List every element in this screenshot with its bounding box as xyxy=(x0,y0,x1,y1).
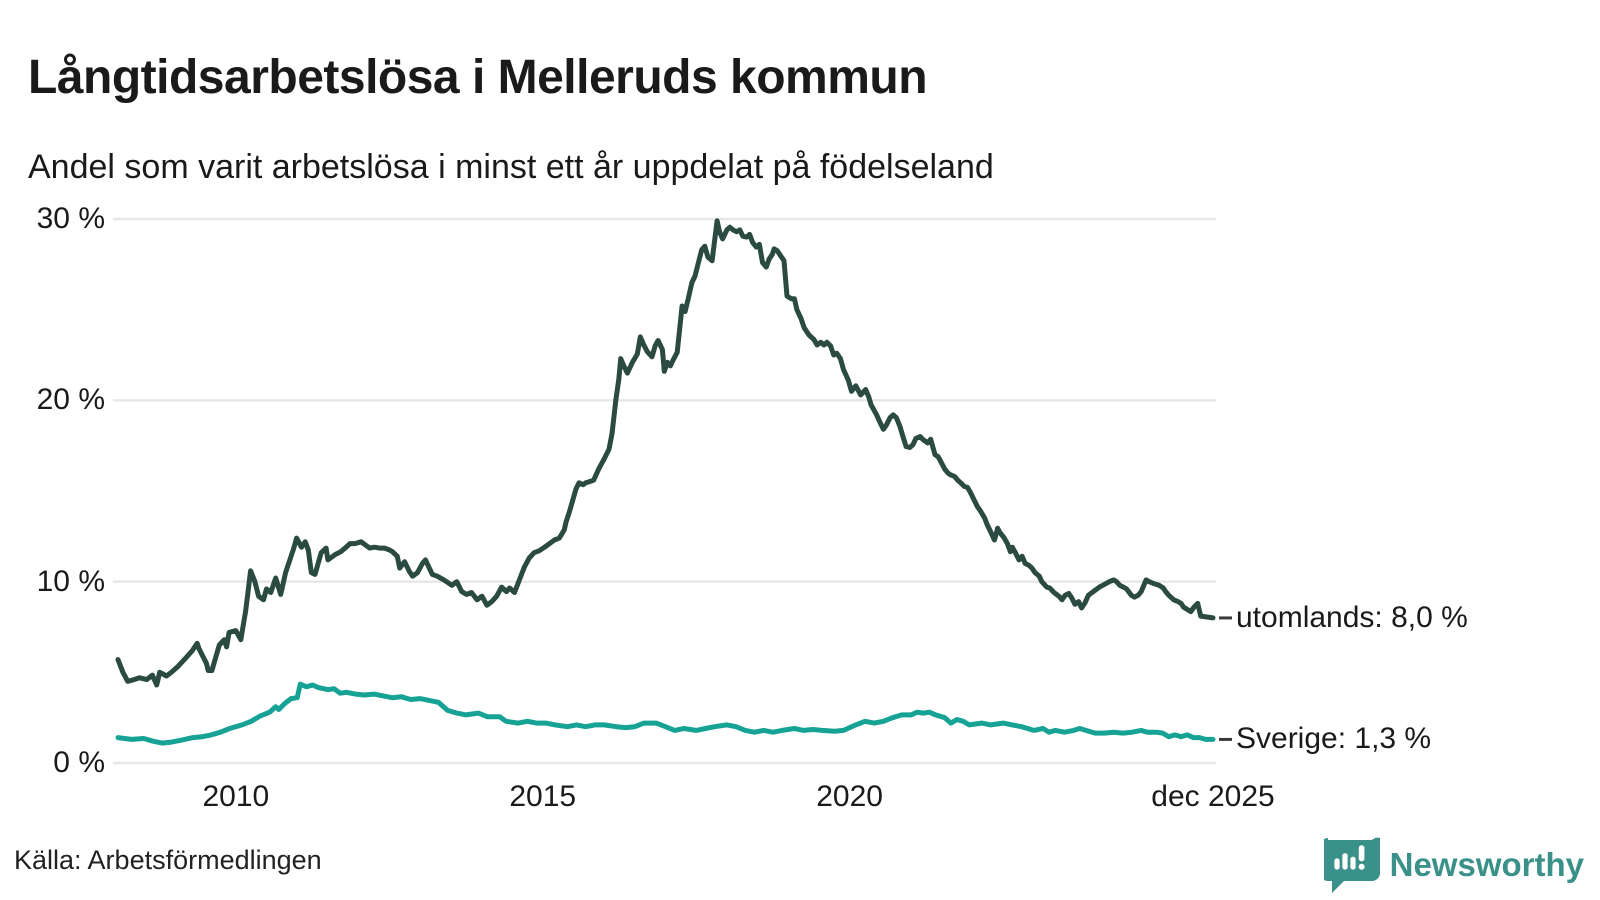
end-label-dashes xyxy=(1219,616,1232,741)
source-note: Källa: Arbetsförmedlingen xyxy=(14,845,322,875)
logo-bar-3 xyxy=(1350,856,1356,870)
x-tick-label-dec-2025: dec 2025 xyxy=(1151,780,1275,813)
newsworthy-branding: Newsworthy xyxy=(1319,836,1584,894)
newsworthy-logo-icon xyxy=(1319,836,1380,894)
logo-exclamation-dot xyxy=(1358,863,1365,870)
series-line-utomlands xyxy=(115,218,1216,688)
newsworthy-wordmark: Newsworthy xyxy=(1389,846,1584,883)
page-subtitle: Andel som varit arbetslösa i minst ett å… xyxy=(28,148,994,186)
x-tick-label-2010: 2010 xyxy=(202,780,270,813)
series-lines xyxy=(115,218,1216,746)
series-line-sverige xyxy=(115,681,1216,746)
y-tick-label-10: 10 % xyxy=(36,564,105,598)
logo-bar-2 xyxy=(1342,853,1348,870)
series-end-label-sverige: Sverige: 1,3 % xyxy=(1236,722,1432,756)
y-tick-label-0: 0 % xyxy=(53,746,105,779)
x-tick-label-2015: 2015 xyxy=(509,780,577,813)
series-end-label-utomlands: utomlands: 8,0 % xyxy=(1236,600,1468,634)
gridlines xyxy=(113,217,1216,765)
x-tick-label-2020: 2020 xyxy=(816,780,883,813)
y-tick-label-20: 20 % xyxy=(36,383,105,417)
logo-exclamation-stem xyxy=(1358,845,1365,862)
y-tick-label-30: 30 % xyxy=(36,202,105,235)
page-title: Långtidsarbetslösa i Melleruds kommun xyxy=(28,51,928,105)
logo-bubble xyxy=(1319,837,1380,893)
logo-bar-1 xyxy=(1334,858,1340,870)
